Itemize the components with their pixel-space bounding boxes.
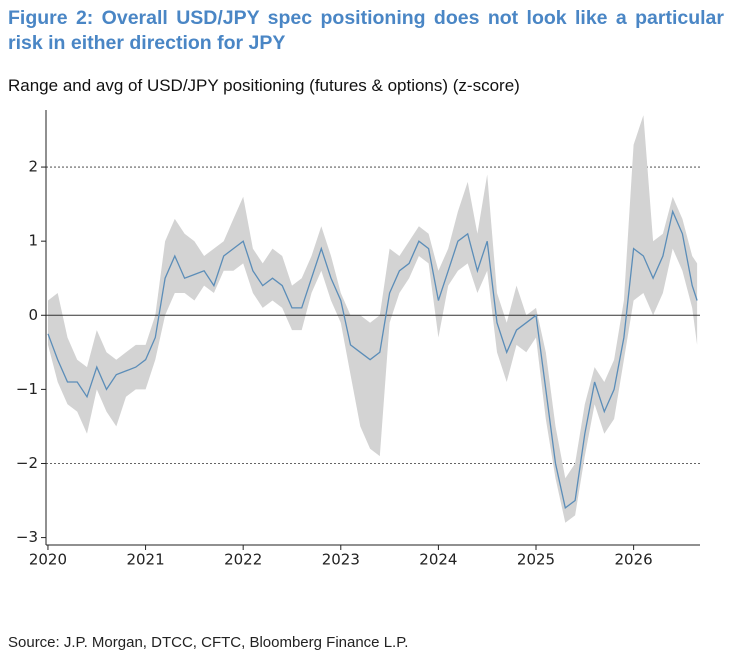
x-tick-label: 2025: [517, 551, 555, 569]
subtitle: Range and avg of USD/JPY positioning (fu…: [8, 76, 520, 95]
range-band: [48, 115, 698, 523]
y-tick-label: −3: [16, 528, 38, 546]
x-tick-label: 2020: [29, 551, 67, 569]
y-tick-label: −2: [16, 454, 38, 472]
figure-title: Figure 2: Overall USD/JPY spec positioni…: [8, 7, 724, 54]
x-tick-label: 2023: [322, 551, 360, 569]
average-line: [47, 209, 698, 510]
y-tick-label: 0: [28, 306, 38, 324]
x-tick-label: 2021: [126, 551, 164, 569]
x-tick-label: 2022: [224, 551, 262, 569]
source: Source: J.P. Morgan, DTCC, CFTC, Bloombe…: [8, 634, 409, 651]
y-tick-label: 1: [28, 232, 38, 250]
x-tick-label: 2024: [419, 551, 457, 569]
y-tick-label: −1: [16, 380, 38, 398]
x-tick-label: 2026: [615, 551, 653, 569]
y-tick-label: 2: [28, 158, 38, 176]
